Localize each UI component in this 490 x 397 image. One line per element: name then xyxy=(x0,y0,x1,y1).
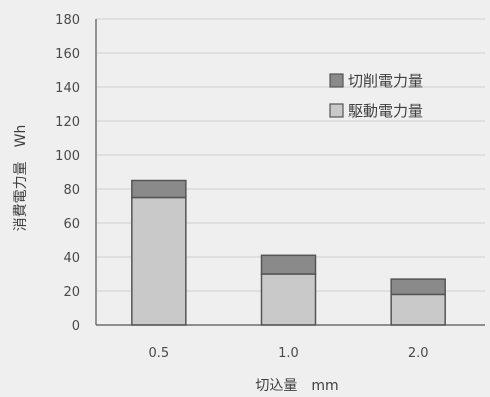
bar-segment xyxy=(260,273,317,326)
y-tick-labels: 0 20 40 60 80 100 120 140 160 180 xyxy=(55,13,80,334)
x-tick-label: 0.5 xyxy=(148,346,169,361)
legend-label: 駆動電力量 xyxy=(348,102,423,120)
legend-swatch xyxy=(329,103,344,118)
y-tick-label: 120 xyxy=(55,115,80,130)
bar-segment xyxy=(131,196,187,326)
x-tick-label: 2.0 xyxy=(408,346,429,361)
bar-segment xyxy=(131,179,187,199)
y-tick-label: 40 xyxy=(63,251,80,266)
y-axis-label: 消費電力量 Wh xyxy=(13,125,29,232)
y-tick-label: 160 xyxy=(55,47,80,62)
legend-label: 切削電力量 xyxy=(348,72,423,90)
bar-segment xyxy=(390,293,446,326)
bar-segment xyxy=(390,278,446,296)
y-tick-label: 0 xyxy=(72,319,80,334)
bars xyxy=(131,179,446,326)
bar-segment xyxy=(260,254,317,275)
y-tick-label: 100 xyxy=(55,149,80,164)
x-axis-label: 切込量 mm xyxy=(255,378,338,394)
y-tick-label: 140 xyxy=(55,81,80,96)
x-tick-labels: 0.5 1.0 2.0 xyxy=(148,346,428,361)
y-tick-label: 20 xyxy=(63,285,80,300)
y-tick-label: 60 xyxy=(63,217,80,232)
legend-swatch xyxy=(329,73,344,88)
y-tick-label: 180 xyxy=(55,13,80,28)
y-tick-label: 80 xyxy=(63,183,80,198)
x-tick-label: 1.0 xyxy=(278,346,299,361)
